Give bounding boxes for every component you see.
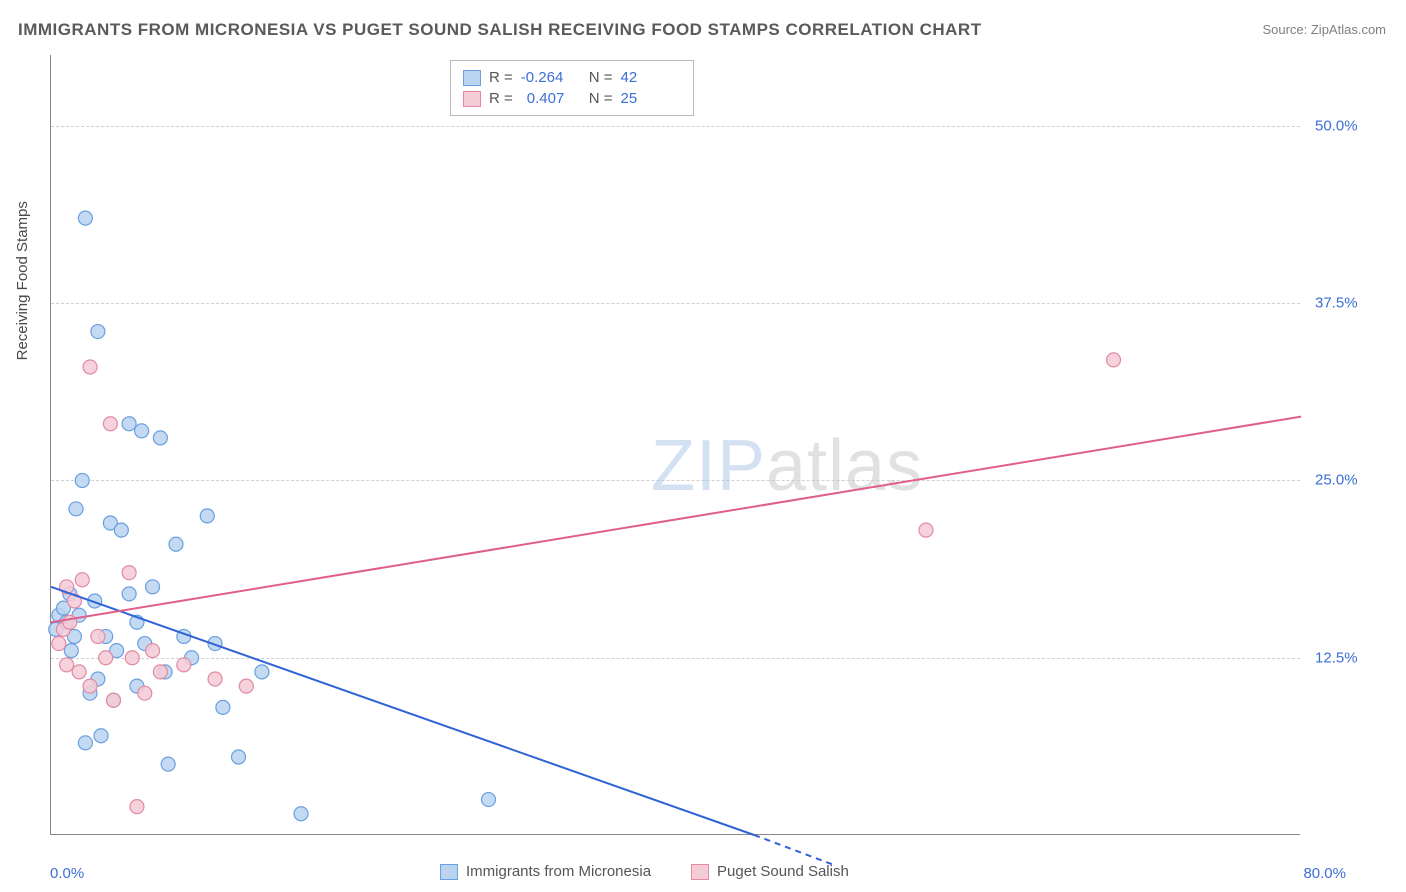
scatter-point <box>146 644 160 658</box>
x-tick-min: 0.0% <box>50 865 84 882</box>
scatter-point <box>1107 353 1121 367</box>
scatter-point <box>153 665 167 679</box>
scatter-point <box>64 644 78 658</box>
r-value-1: -0.264 <box>521 69 581 86</box>
scatter-point <box>135 424 149 438</box>
scatter-point <box>122 417 136 431</box>
chart-title: IMMIGRANTS FROM MICRONESIA VS PUGET SOUN… <box>18 20 982 40</box>
r-value-2: 0.407 <box>521 90 581 107</box>
scatter-point <box>482 793 496 807</box>
n-value-2: 25 <box>621 90 681 107</box>
scatter-point <box>122 566 136 580</box>
corr-row-series-1: R = -0.264 N = 42 <box>463 67 681 88</box>
scatter-point <box>255 665 269 679</box>
y-tick-label: 37.5% <box>1315 295 1358 312</box>
plot-area: ZIPatlas <box>50 55 1300 835</box>
legend-swatch-1 <box>440 864 458 880</box>
y-tick-label: 50.0% <box>1315 117 1358 134</box>
scatter-point <box>169 537 183 551</box>
trend-line <box>51 417 1301 623</box>
scatter-point <box>60 658 74 672</box>
scatter-point <box>99 651 113 665</box>
scatter-point <box>103 417 117 431</box>
y-tick-label: 12.5% <box>1315 649 1358 666</box>
trend-line-dashed <box>754 835 834 865</box>
scatter-point <box>208 672 222 686</box>
x-tick-max: 80.0% <box>1303 865 1346 882</box>
scatter-svg <box>51 55 1300 834</box>
scatter-point <box>114 523 128 537</box>
scatter-point <box>83 679 97 693</box>
scatter-point <box>239 679 253 693</box>
scatter-point <box>94 729 108 743</box>
scatter-point <box>153 431 167 445</box>
scatter-point <box>72 665 86 679</box>
scatter-point <box>78 736 92 750</box>
scatter-point <box>294 807 308 821</box>
legend-swatch-2 <box>691 864 709 880</box>
scatter-point <box>919 523 933 537</box>
swatch-series-1 <box>463 70 481 86</box>
scatter-point <box>161 757 175 771</box>
y-tick-label: 25.0% <box>1315 472 1358 489</box>
scatter-point <box>83 360 97 374</box>
trend-line <box>51 587 754 835</box>
scatter-point <box>91 325 105 339</box>
scatter-point <box>69 502 83 516</box>
scatter-point <box>91 629 105 643</box>
corr-row-series-2: R = 0.407 N = 25 <box>463 88 681 109</box>
scatter-point <box>146 580 160 594</box>
legend-item-1: Immigrants from Micronesia <box>440 863 651 880</box>
n-value-1: 42 <box>621 69 681 86</box>
scatter-point <box>52 637 66 651</box>
scatter-point <box>130 800 144 814</box>
scatter-point <box>200 509 214 523</box>
scatter-point <box>107 693 121 707</box>
swatch-series-2 <box>463 91 481 107</box>
scatter-point <box>78 211 92 225</box>
scatter-point <box>125 651 139 665</box>
scatter-point <box>75 473 89 487</box>
scatter-point <box>232 750 246 764</box>
scatter-point <box>75 573 89 587</box>
scatter-point <box>138 686 152 700</box>
scatter-point <box>216 700 230 714</box>
y-axis-label: Receiving Food Stamps <box>14 201 31 360</box>
scatter-point <box>177 658 191 672</box>
source-label: Source: ZipAtlas.com <box>1262 22 1386 37</box>
scatter-point <box>122 587 136 601</box>
legend-label-1: Immigrants from Micronesia <box>466 863 651 880</box>
legend-label-2: Puget Sound Salish <box>717 863 849 880</box>
legend-item-2: Puget Sound Salish <box>691 863 849 880</box>
chart-container: IMMIGRANTS FROM MICRONESIA VS PUGET SOUN… <box>0 0 1406 892</box>
series-legend: Immigrants from Micronesia Puget Sound S… <box>440 863 849 880</box>
correlation-legend: R = -0.264 N = 42 R = 0.407 N = 25 <box>450 60 694 116</box>
